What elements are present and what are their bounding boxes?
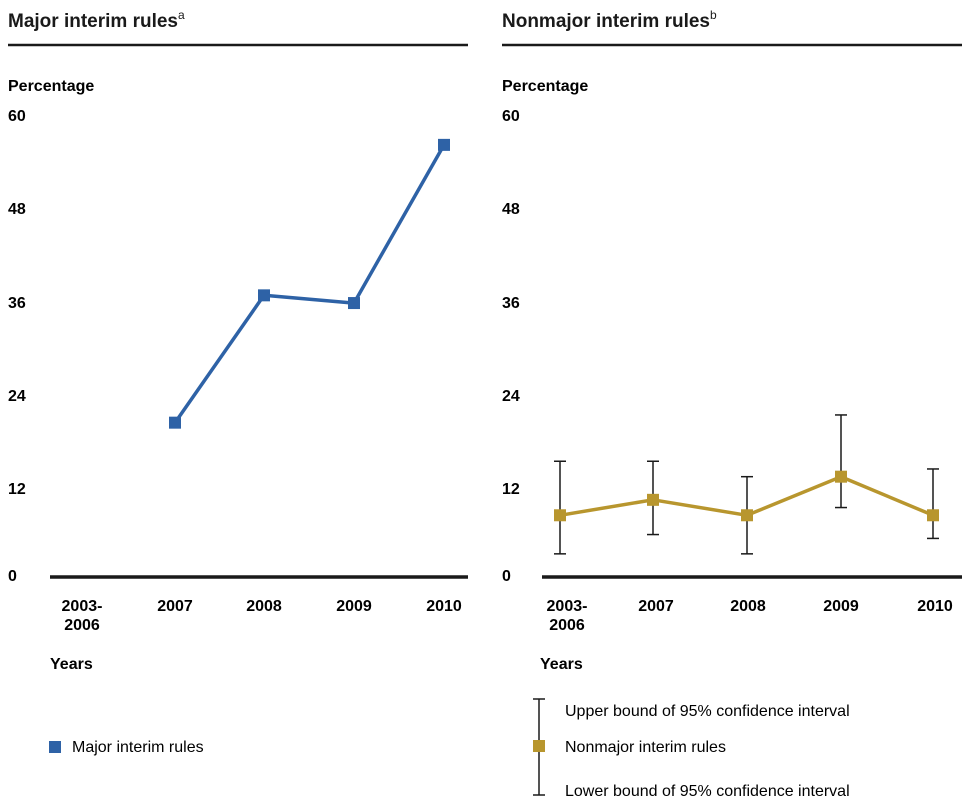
data-point [647,493,659,506]
y-tick-label: 48 [8,201,26,218]
data-point [741,509,753,522]
legend-label-lower: Lower bound of 95% confidence interval [565,783,850,800]
x-tick-label: 2008 [730,598,766,615]
x-tick-label: 2009 [823,598,859,615]
x-tick-label: 2010 [426,598,462,615]
y-tick-label: 24 [8,388,26,405]
legend-major: Major interim rules [49,739,204,756]
y-axis-label: Percentage [502,78,588,95]
x-axis-label: Years [540,656,583,673]
data-point [554,509,566,522]
y-tick-label: 0 [502,568,511,585]
y-tick-label: 48 [502,201,520,218]
y-tick-label: 24 [502,388,520,405]
x-tick-label: 2003-2006 [547,598,588,634]
legend-label: Major interim rules [72,739,204,756]
data-point [438,138,450,151]
panel-major: Major interim rulesa Percentage 60 48 36… [8,8,468,756]
legend-marker-square [49,741,61,753]
panel-nonmajor: Nonmajor interim rulesb Percentage 60 48… [502,8,962,800]
series-line [173,144,446,424]
chart-title: Major interim rulesa [8,8,185,32]
x-ticks: 2003-2006 2007 2008 2009 2010 [547,598,953,634]
data-point [258,289,270,302]
x-tick-label: 2007 [157,598,193,615]
legend-label-upper: Upper bound of 95% confidence interval [565,703,850,720]
y-tick-label: 60 [502,108,520,125]
plot-area-nonmajor [554,414,939,555]
plot-area-major [169,138,450,429]
data-point [348,297,360,310]
legend-nonmajor: Upper bound of 95% confidence interval N… [533,698,850,800]
x-tick-label: 2010 [917,598,953,615]
y-tick-label: 12 [8,481,26,498]
y-tick-label: 36 [8,295,26,312]
y-tick-label: 0 [8,568,17,585]
y-ticks: 60 48 36 24 12 0 [502,108,520,585]
legend-marker-square [533,740,545,752]
x-tick-label: 2008 [246,598,282,615]
x-tick-label: 2007 [638,598,674,615]
data-point [169,416,181,429]
x-axis-label: Years [50,656,93,673]
x-tick-label: 2003-2006 [62,598,103,634]
legend-label-series: Nonmajor interim rules [565,739,726,756]
data-point [927,509,939,522]
chart-title: Nonmajor interim rulesb [502,8,717,32]
x-ticks: 2003-2006 2007 2008 2009 2010 [62,598,462,634]
y-tick-label: 12 [502,481,520,498]
y-ticks: 60 48 36 24 12 0 [8,108,26,585]
y-tick-label: 60 [8,108,26,125]
y-axis-label: Percentage [8,78,94,95]
x-tick-label: 2009 [336,598,372,615]
y-tick-label: 36 [502,295,520,312]
data-point [835,470,847,483]
